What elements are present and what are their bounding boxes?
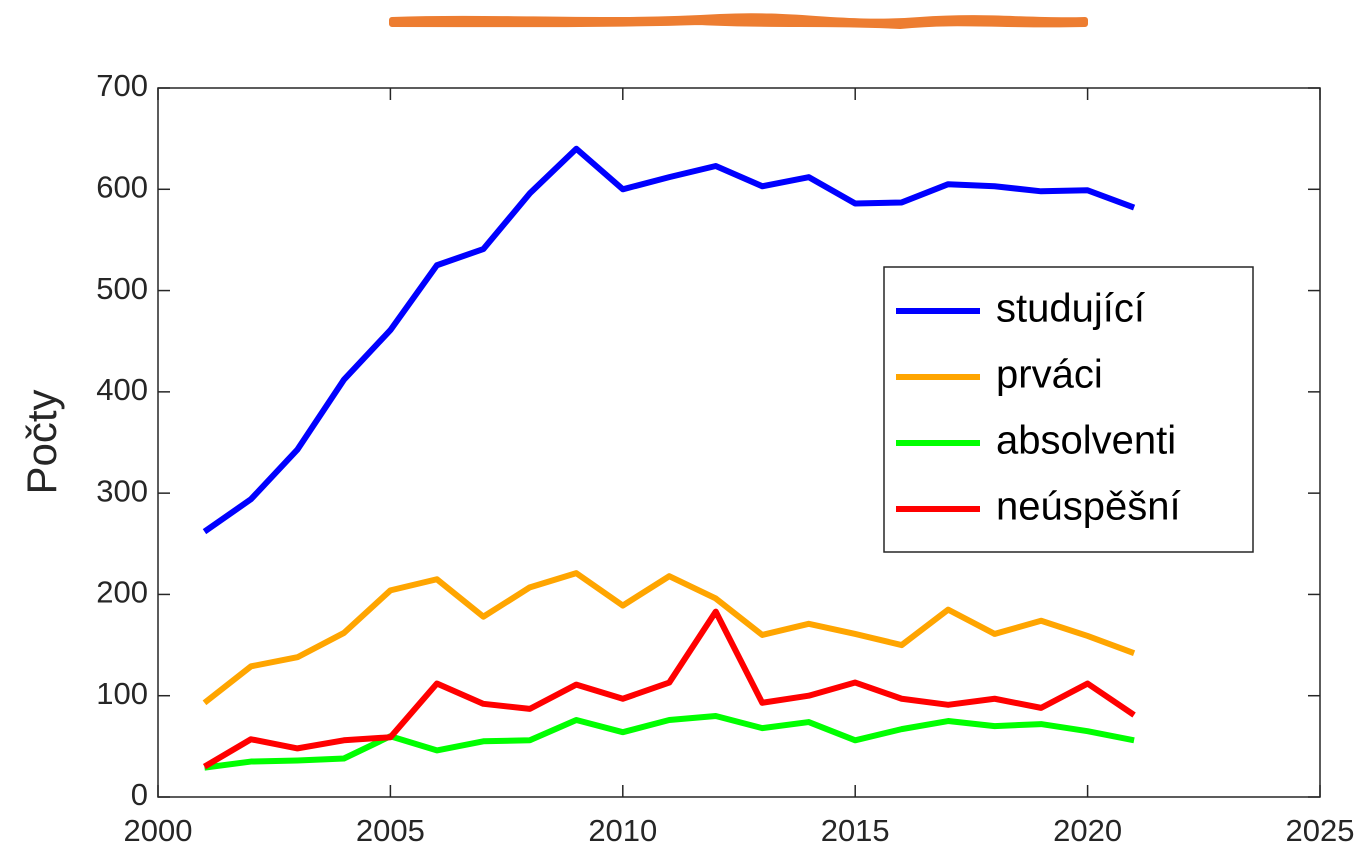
y-tick-label: 100 (96, 676, 148, 711)
y-tick-label: 400 (96, 372, 148, 407)
y-tick-label: 500 (96, 271, 148, 306)
x-tick-label: 2015 (821, 813, 890, 848)
series-line (204, 712, 1135, 771)
series-line (202, 145, 1136, 535)
x-tick-label: 2010 (588, 813, 657, 848)
series-line (202, 608, 1136, 770)
redacted-title (389, 13, 1088, 29)
x-tick-label: 2020 (1053, 813, 1122, 848)
y-axis-label: Počty (18, 389, 65, 494)
series-line (202, 570, 1136, 706)
legend: studující prváci absolventi neúspěšní (883, 266, 1254, 553)
y-tick-label: 300 (96, 473, 148, 508)
x-tick-label: 2005 (356, 813, 425, 848)
y-tick-label: 700 (96, 68, 148, 103)
y-tick-label: 600 (96, 169, 148, 204)
x-tick-label: 2000 (124, 813, 193, 848)
x-tick-label: 2025 (1286, 813, 1355, 848)
legend-box (883, 266, 1254, 553)
legend-label: prváci (996, 353, 1103, 397)
legend-label: neúspěšní (996, 485, 1181, 529)
legend-label: absolventi (996, 419, 1176, 463)
legend-label: studující (996, 287, 1145, 331)
y-tick-label: 200 (96, 575, 148, 610)
y-tick-label: 0 (131, 777, 148, 812)
